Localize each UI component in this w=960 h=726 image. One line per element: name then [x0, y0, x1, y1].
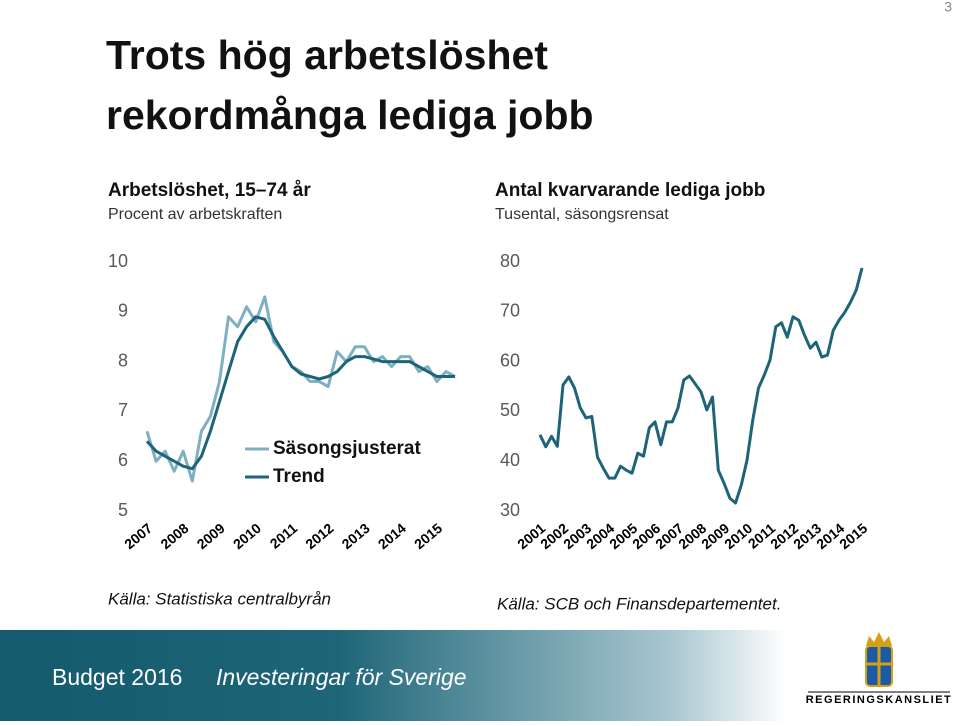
series-line: [145, 295, 456, 483]
x-tick-label: 2007: [121, 520, 155, 552]
footer-tagline: Investeringar för Sverige: [216, 664, 467, 690]
y-tick-label: 9: [118, 301, 128, 321]
x-tick-label: 2008: [157, 520, 191, 552]
legend-label: Trend: [273, 466, 325, 487]
x-tick-label: 2015: [411, 520, 445, 552]
slide-number: 3: [944, 0, 952, 15]
footer-band: [0, 630, 960, 721]
x-tick-label: 2009: [194, 520, 228, 552]
y-tick-label: 6: [118, 450, 128, 470]
y-tick-label: 60: [500, 350, 520, 370]
legend-label: Säsongsjusterat: [273, 438, 421, 459]
chart-title: Antal kvarvarande lediga jobb: [495, 180, 765, 201]
chart-subtitle: Tusental, säsongsrensat: [495, 206, 669, 223]
chart-subtitle: Procent av arbetskraften: [108, 206, 282, 223]
source: Källa: SCB och Finansdepartementet.: [497, 594, 781, 613]
x-tick-label: 2013: [339, 520, 373, 552]
x-tick-label: 2012: [302, 520, 336, 552]
x-tick-label: 2010: [230, 520, 264, 552]
x-tick-label: 2015: [836, 520, 870, 552]
y-tick-label: 80: [500, 251, 520, 271]
logo: REGERINGSKANSLIET: [806, 632, 953, 706]
slide-title: rekordmånga lediga jobb: [106, 92, 594, 138]
y-tick-label: 7: [118, 400, 128, 420]
x-tick-label: 2014: [375, 520, 409, 552]
y-tick-label: 30: [500, 500, 520, 520]
source: Källa: Statistiska centralbyrån: [108, 589, 331, 608]
y-tick-label: 50: [500, 400, 520, 420]
y-tick-label: 70: [500, 301, 520, 321]
y-tick-label: 5: [118, 500, 128, 520]
chart-title: Arbetslöshet, 15–74 år: [108, 180, 311, 201]
footer-budget: Budget 2016: [52, 664, 182, 690]
x-tick-label: 2011: [267, 520, 301, 552]
slide-title: Trots hög arbetslöshet: [106, 32, 548, 78]
logo-text: REGERINGSKANSLIET: [806, 694, 953, 706]
series-line: [538, 267, 864, 505]
y-tick-label: 40: [500, 450, 520, 470]
y-tick-label: 8: [118, 350, 128, 370]
y-tick-label: 10: [108, 251, 128, 271]
series-line: [145, 315, 455, 471]
